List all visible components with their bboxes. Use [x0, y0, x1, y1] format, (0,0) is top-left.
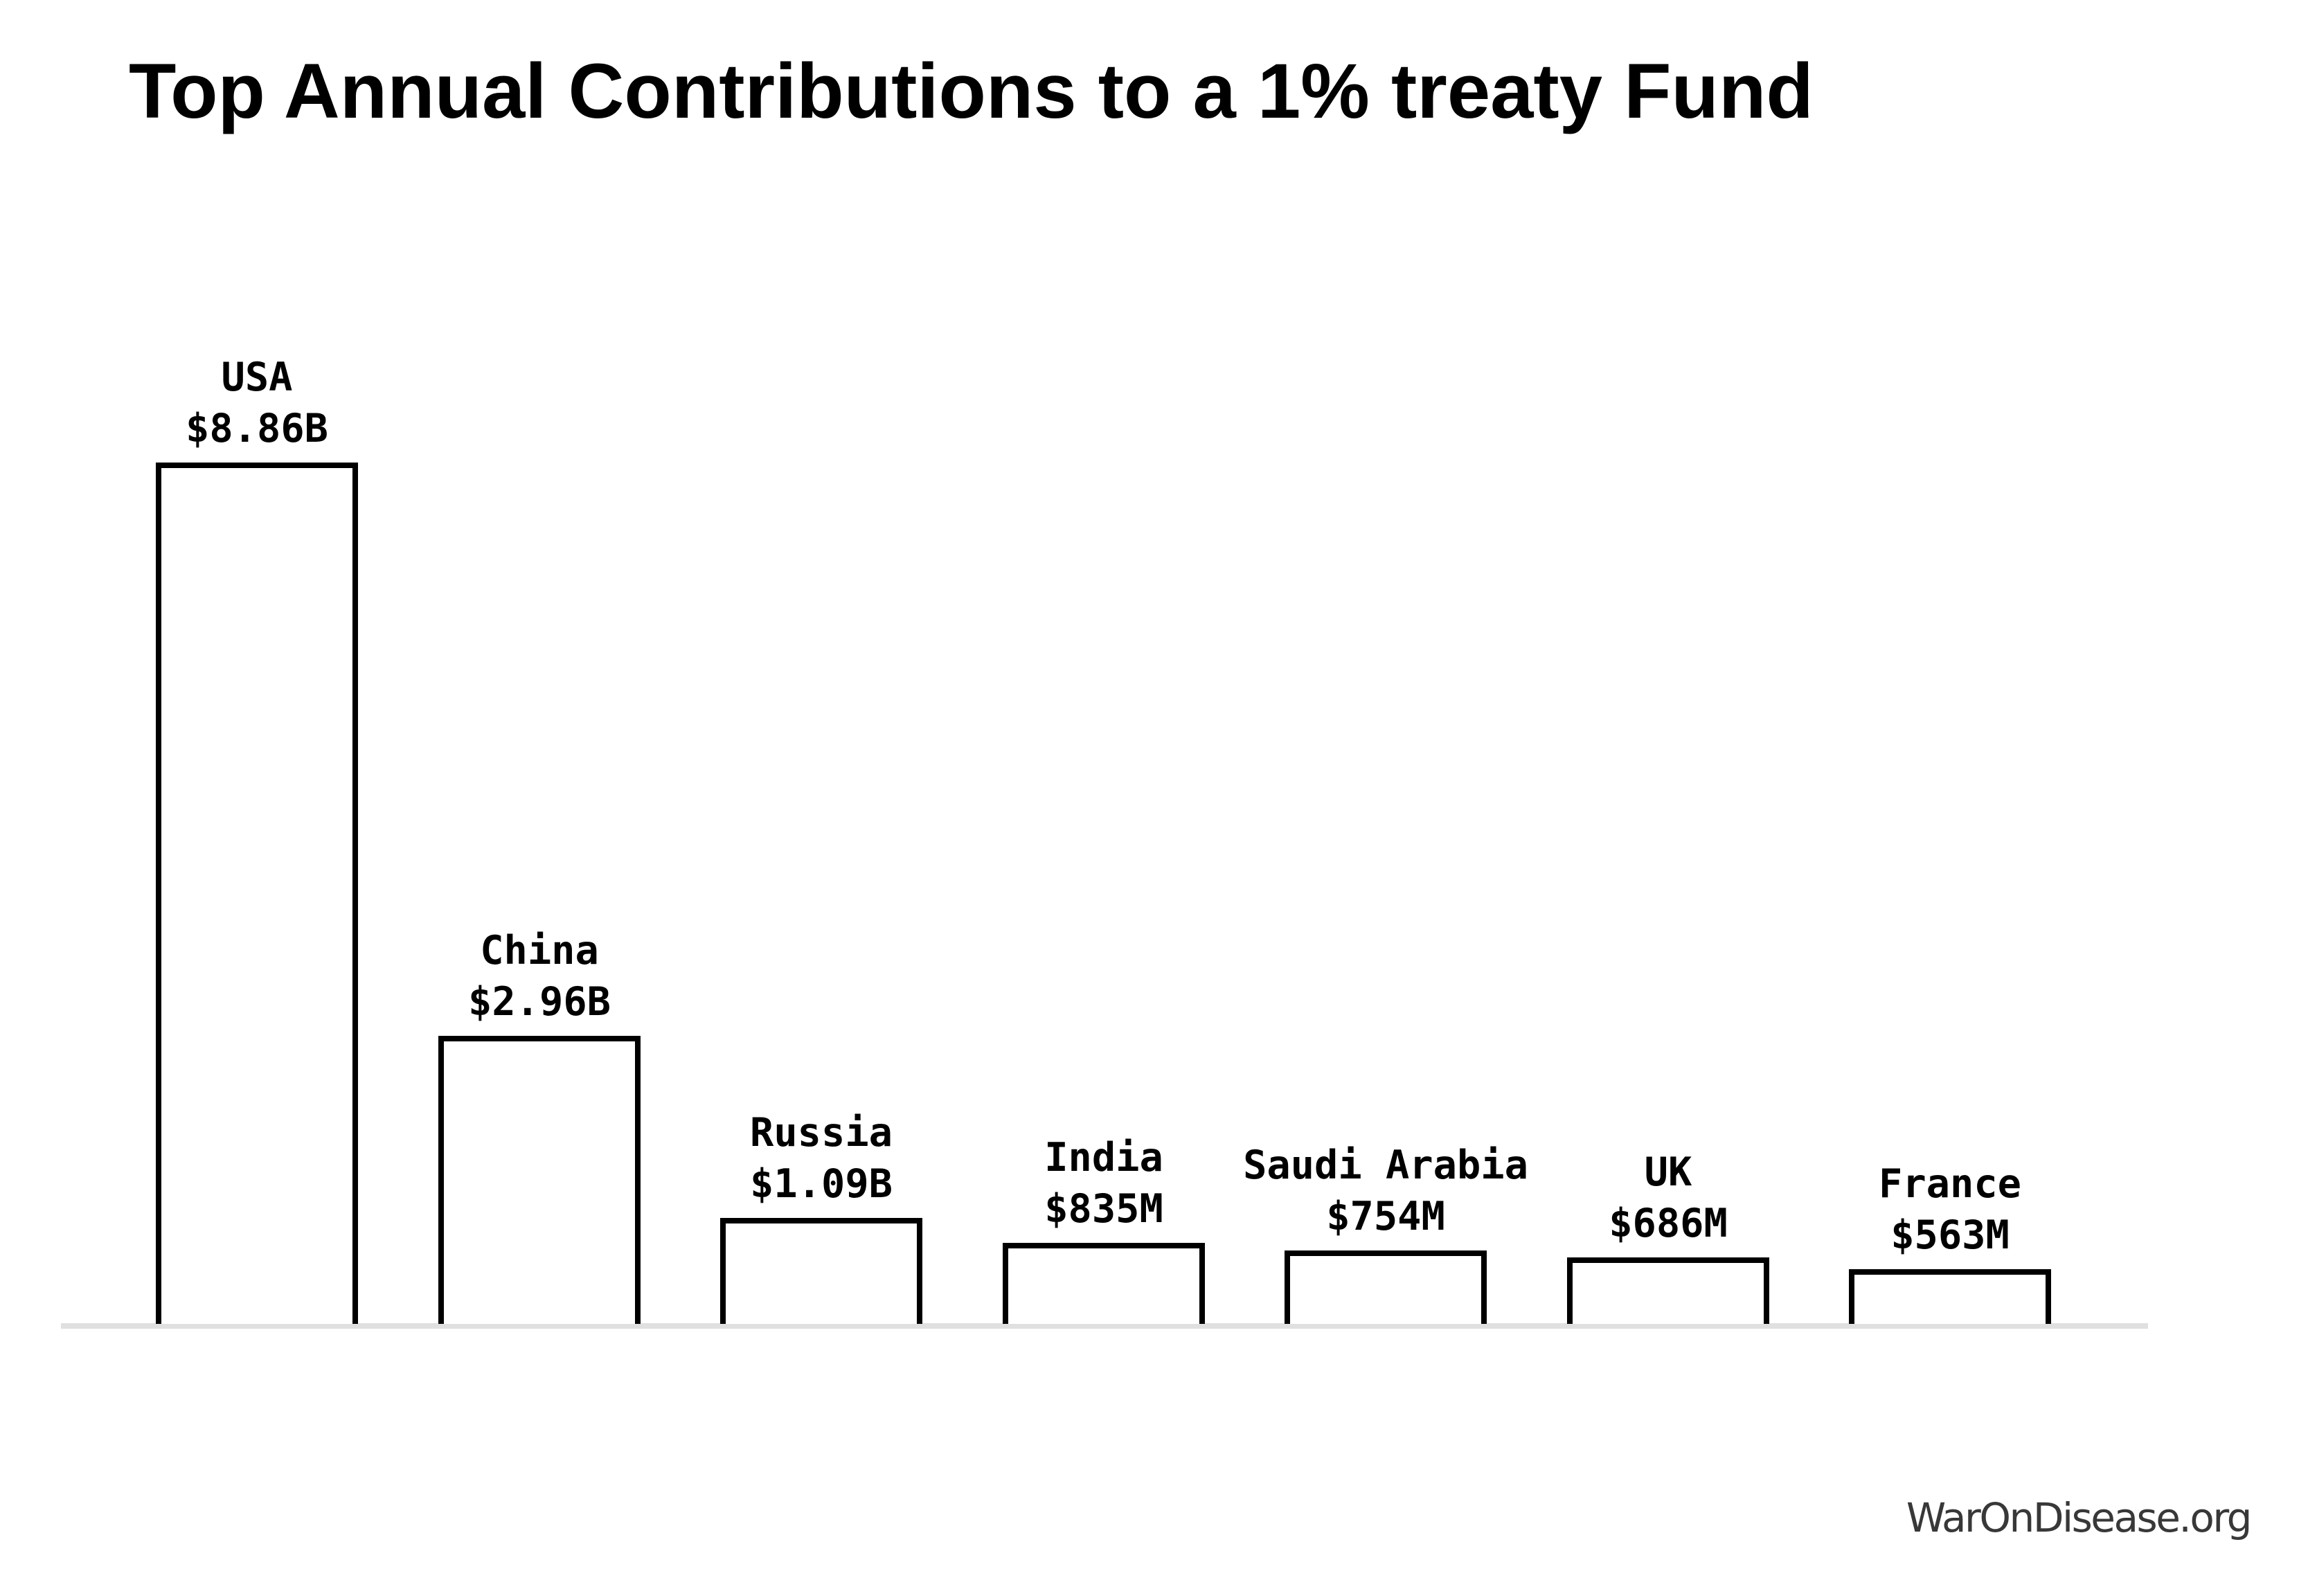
- bar-label: China $2.96B: [297, 925, 782, 1028]
- bar-country-label: USA: [221, 355, 293, 400]
- bar-value-label: $835M: [1044, 1186, 1163, 1232]
- bar: [156, 463, 358, 1324]
- bar-label: Russia $1.09B: [579, 1107, 1064, 1210]
- bar-label: USA $8.86B: [15, 352, 499, 454]
- bar-value-label: $2.96B: [468, 979, 611, 1025]
- bar: [1285, 1250, 1487, 1324]
- bar-label: India $835M: [861, 1132, 1346, 1235]
- bar: [1849, 1269, 2051, 1324]
- bar-label: Saudi Arabia $754M: [1143, 1140, 1628, 1242]
- bar-country-label: UK: [1644, 1149, 1692, 1195]
- chart-title: Top Annual Contributions to a 1% treaty …: [129, 48, 1814, 134]
- bar-value-label: $8.86B: [186, 406, 328, 451]
- bar: [1003, 1243, 1205, 1324]
- bar-label: France $563M: [1708, 1158, 2192, 1261]
- bar-value-label: $1.09B: [750, 1161, 893, 1207]
- bar-country-label: Russia: [750, 1110, 893, 1156]
- bar-country-label: Saudi Arabia: [1243, 1142, 1528, 1188]
- bar-country-label: France: [1879, 1161, 2021, 1207]
- bar: [438, 1036, 641, 1324]
- bar: [720, 1218, 922, 1324]
- bar-label: UK $686M: [1426, 1147, 1911, 1249]
- bar-value-label: $686M: [1609, 1201, 1728, 1246]
- bar-value-label: $754M: [1326, 1194, 1445, 1239]
- source-attribution: WarOnDisease.org: [1906, 1494, 2253, 1541]
- x-axis-baseline: [61, 1323, 2148, 1329]
- bar-country-label: India: [1044, 1135, 1163, 1181]
- bar-country-label: China: [480, 928, 599, 974]
- bar-value-label: $563M: [1890, 1212, 2010, 1258]
- bar: [1567, 1257, 1769, 1324]
